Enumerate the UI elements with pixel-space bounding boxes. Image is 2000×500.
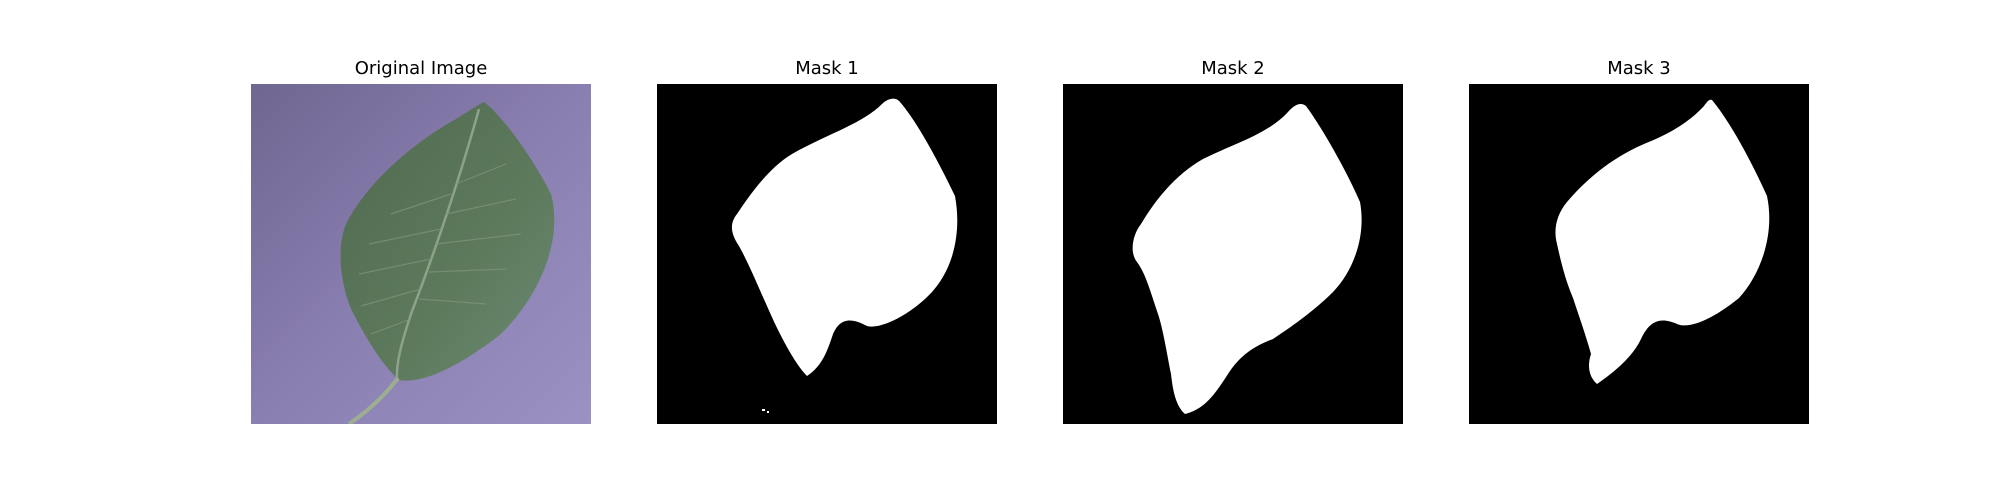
mask-3-image xyxy=(1469,84,1809,424)
panel-mask-1: Mask 1 xyxy=(657,57,997,424)
panel-title-mask-1: Mask 1 xyxy=(795,58,859,79)
mask-3-region xyxy=(1555,99,1770,384)
panel-mask-3: Mask 3 xyxy=(1469,57,1809,424)
mask-1-image xyxy=(657,84,997,424)
mask-2-region xyxy=(1132,104,1362,414)
original-leaf-photo xyxy=(251,84,591,424)
panel-title-mask-2: Mask 2 xyxy=(1201,58,1265,79)
panel-original-image: Original Image xyxy=(251,57,591,424)
mask-1-region xyxy=(731,98,958,376)
panel-mask-2: Mask 2 xyxy=(1063,57,1403,424)
panel-title-mask-3: Mask 3 xyxy=(1607,58,1671,79)
leaf-shape xyxy=(340,102,555,381)
mask-2-image xyxy=(1063,84,1403,424)
panel-title-original-image: Original Image xyxy=(354,58,488,79)
